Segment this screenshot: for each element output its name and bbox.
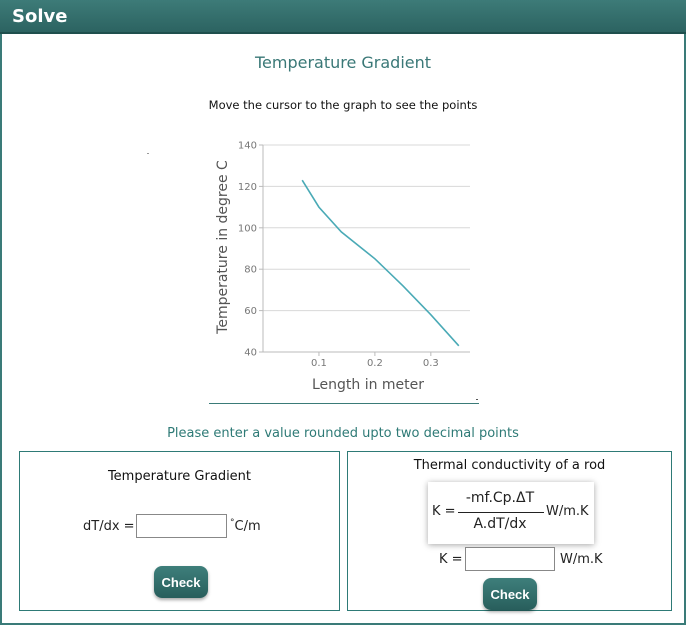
content-frame [0, 34, 686, 625]
gradient-unit: °C/m [230, 518, 261, 534]
chart-grid [263, 144, 470, 312]
chart-divider-dot [476, 399, 478, 400]
graph-instruction: Move the cursor to the graph to see the … [208, 98, 478, 112]
gradient-input[interactable] [136, 514, 227, 538]
temperature-chart[interactable]: 40 60 80 100 120 140 0.1 0.2 0.3 Length in mete… [210, 130, 480, 405]
stray-dot [147, 153, 149, 154]
gradient-panel-heading: Temperature Gradient [107, 469, 252, 484]
conductivity-input[interactable] [465, 547, 555, 571]
temperature-series-line[interactable] [301, 179, 460, 347]
x-tick-label-1: 0.2 [367, 358, 383, 369]
formula-k-label: K = [432, 504, 456, 519]
gradient-panel: Temperature Gradient dT/dx = °C/m Check [19, 451, 340, 611]
panel-header: Solve [0, 0, 686, 34]
y-tick-label-40: 40 [244, 348, 257, 359]
formula-fraction-bar [458, 512, 544, 513]
x-axis-label: Length in meter [312, 377, 424, 393]
y-tick-label-80: 80 [244, 265, 257, 276]
header-title: Solve [12, 6, 68, 27]
degree-symbol: ° [230, 518, 235, 528]
section-title: Temperature Gradient [254, 53, 432, 72]
y-tick-label-120: 120 [238, 182, 257, 193]
y-tick-label-100: 100 [238, 223, 257, 234]
conductivity-panel: Thermal conductivity of a rod K = -mf.Cp… [347, 451, 672, 611]
conductivity-check-button[interactable]: Check [483, 578, 537, 610]
conductivity-label: K = [439, 552, 463, 567]
conductivity-unit: W/m.K [560, 552, 603, 567]
x-tick-label-0: 0.1 [311, 358, 327, 369]
gradient-check-button[interactable]: Check [154, 566, 208, 598]
y-axis-label: Temperature in degree C [215, 160, 231, 335]
y-tick-label-140: 140 [238, 141, 257, 152]
y-tick-labels: 40 60 80 100 120 140 [238, 141, 263, 359]
x-tick-label-2: 0.3 [423, 358, 439, 369]
gradient-label: dT/dx = [83, 519, 135, 534]
conductivity-panel-heading: Thermal conductivity of a rod [413, 458, 606, 473]
y-tick-label-60: 60 [244, 306, 257, 317]
x-tick-labels: 0.1 0.2 0.3 [311, 352, 439, 369]
chart-divider [209, 403, 479, 404]
rounding-hint: Please enter a value rounded upto two de… [167, 426, 519, 441]
conductivity-formula: K = -mf.Cp.ΔT A.dT/dx W/m.K [428, 482, 594, 544]
formula-unit: W/m.K [546, 504, 589, 519]
formula-numerator: -mf.Cp.ΔT [465, 490, 535, 506]
gradient-unit-text: C/m [234, 519, 261, 534]
formula-denominator: A.dT/dx [473, 516, 527, 532]
